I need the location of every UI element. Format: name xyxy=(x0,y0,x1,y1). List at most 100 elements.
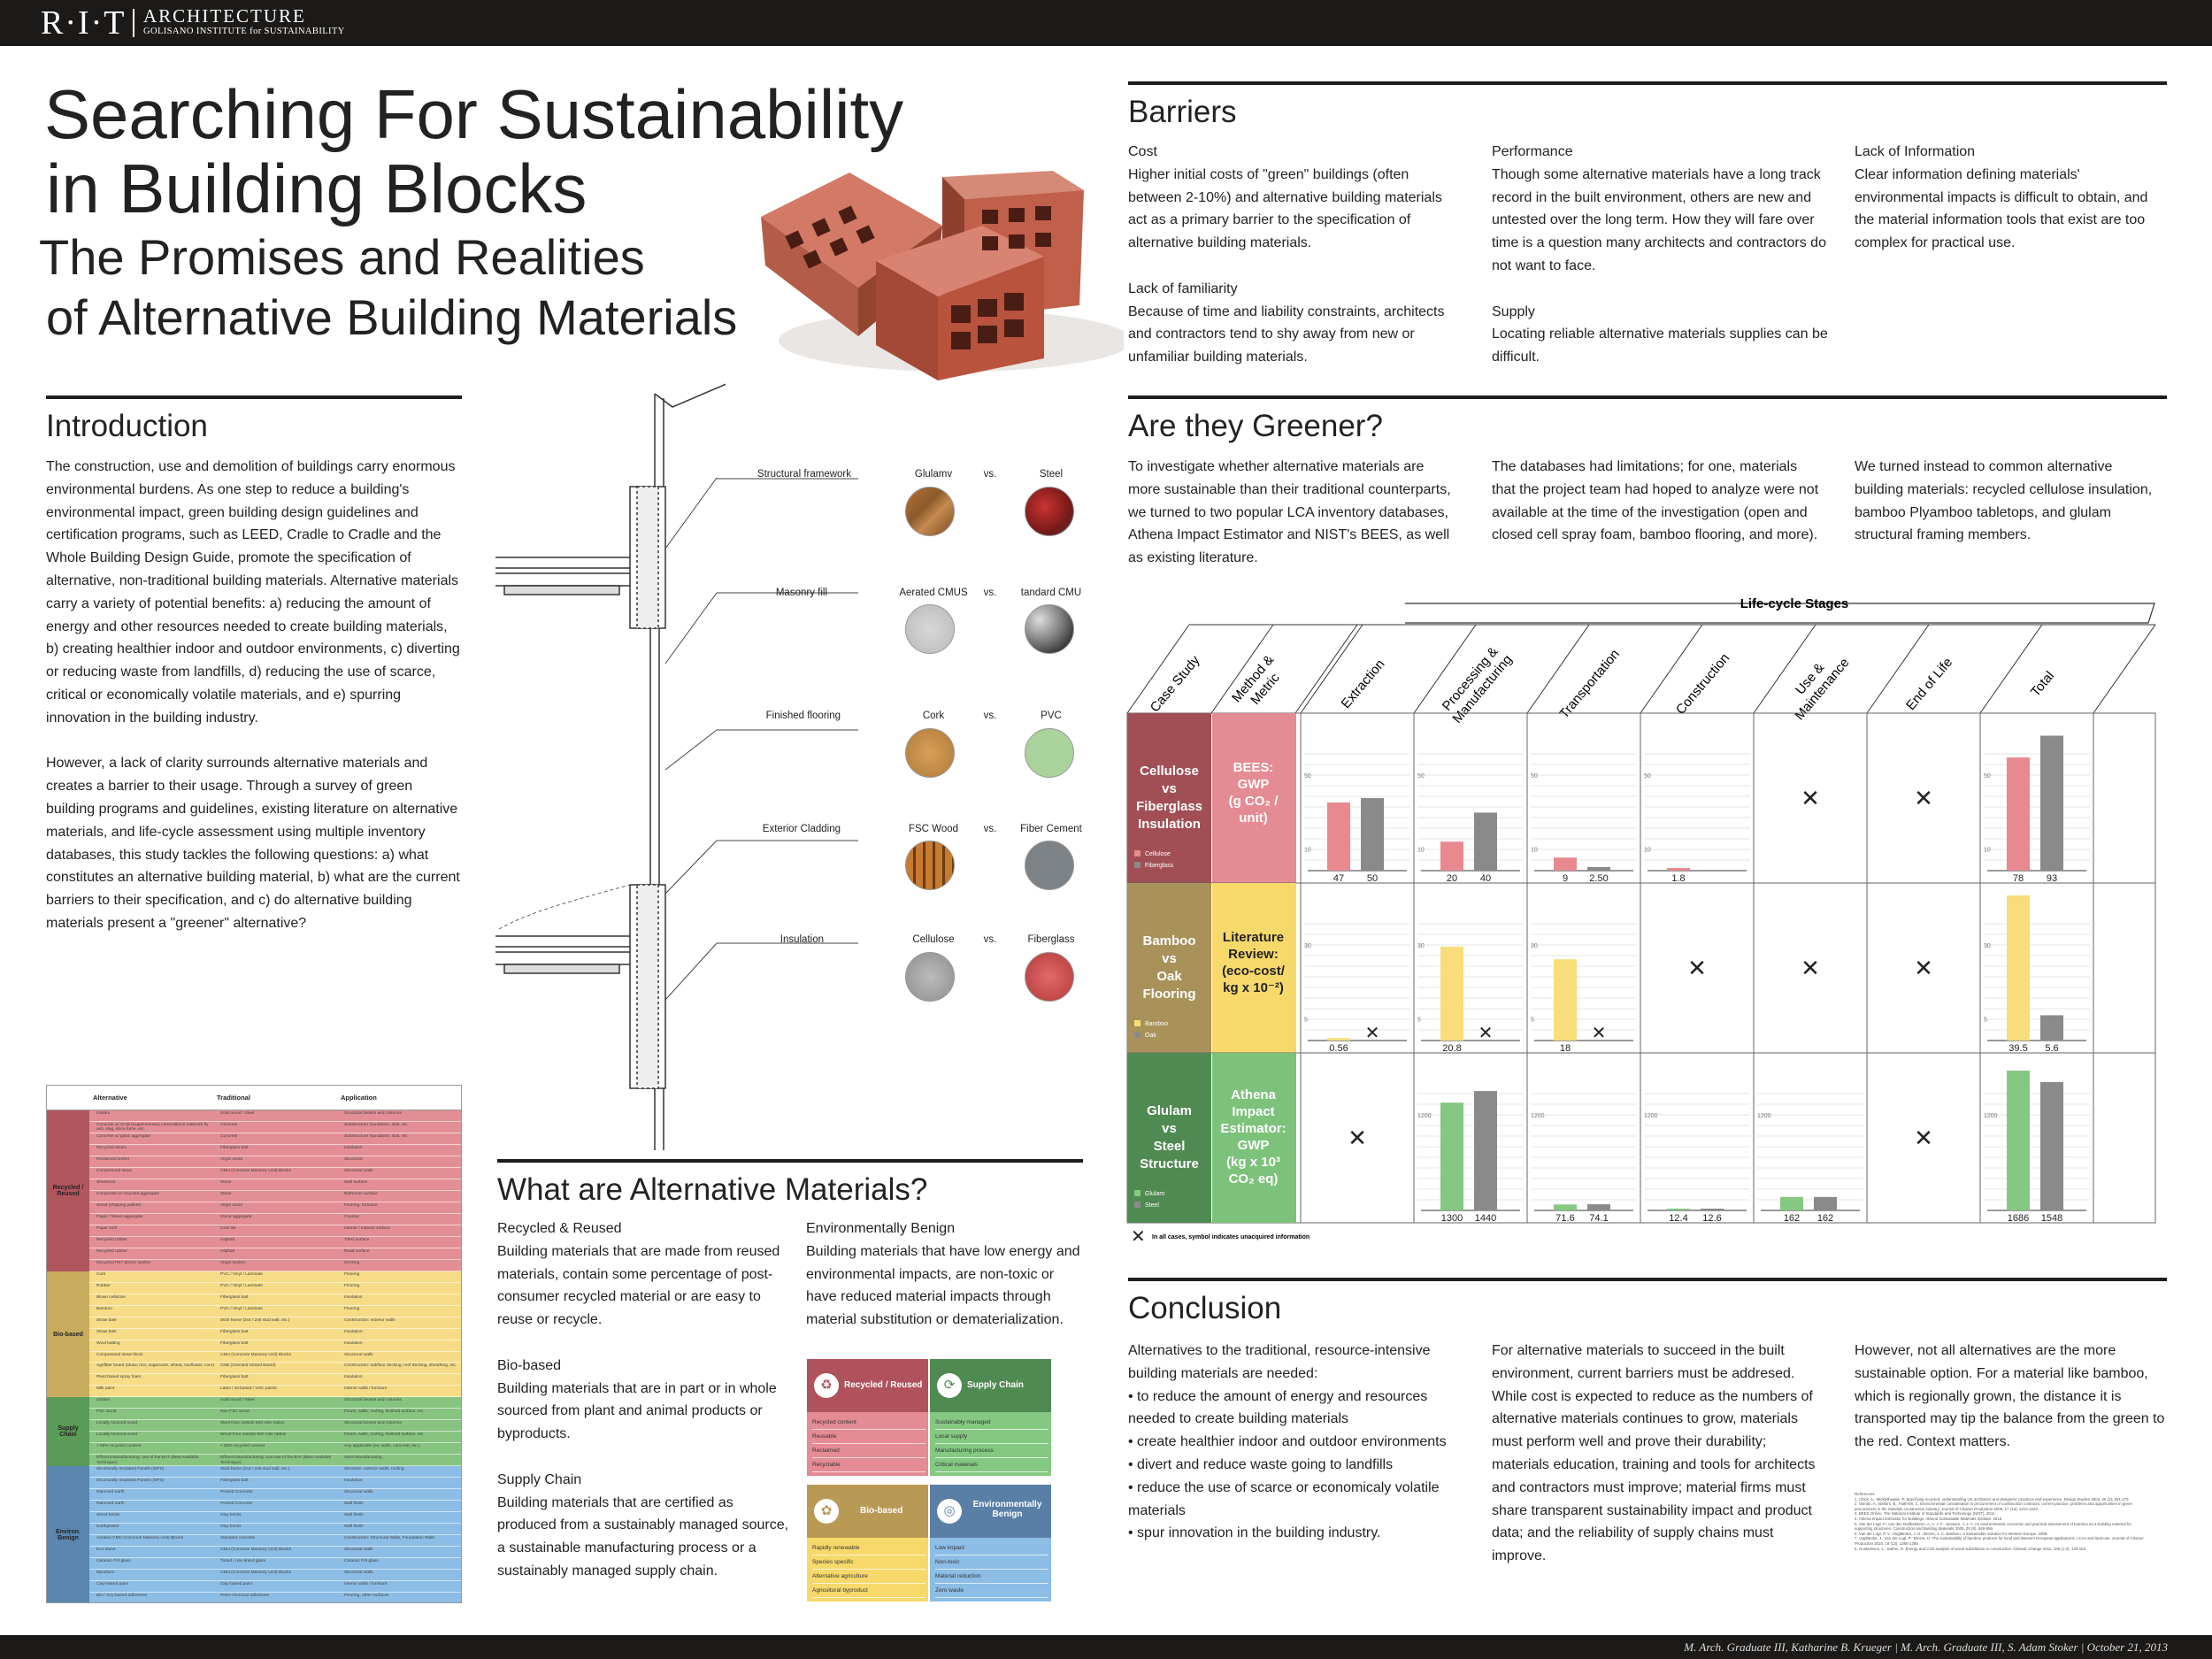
header-divider xyxy=(2093,624,2156,714)
table-cell: Insulation xyxy=(344,1340,363,1346)
bar xyxy=(1814,1196,1837,1210)
table-cell: Stick frame (2x4 / 2x6 stud wall, etc.) xyxy=(220,1467,290,1472)
altmat-left-col: Recycled & Reused Building materials tha… xyxy=(497,1217,789,1606)
sprout-icon: ✿ xyxy=(814,1499,839,1524)
unacquired-mark: ✕ xyxy=(1801,785,1820,811)
table-cell: Construction: exterior walls xyxy=(344,1317,396,1323)
method-cell xyxy=(1212,883,1296,1053)
table-cell: Tiles/ surface xyxy=(344,1237,370,1242)
subtitle-line-1: The Promises and Realities xyxy=(39,229,645,285)
standard-cmu-swatch xyxy=(1025,604,1074,654)
header-divider xyxy=(1413,624,1477,714)
barriers-col-1: Cost Higher initial costs of "green" bui… xyxy=(1128,141,1464,392)
table-cell: Steel from outside 500 mile radius xyxy=(220,1421,285,1426)
table-cell: Fiberglass batt xyxy=(220,1375,249,1380)
legend-label: Oak xyxy=(1145,1033,1156,1039)
header-divider xyxy=(1640,624,1703,714)
table-cell: Structural xyxy=(344,1156,363,1162)
table-row: Mycelium CMU (Concrete Masonry Unit) Bloc… xyxy=(89,1570,461,1582)
conclusion-col-2: For alternative materials to succeed in … xyxy=(1492,1343,1816,1564)
table-row: Clay-based paint Clay-based paint Interior… xyxy=(89,1581,461,1593)
table-cell: Tinted / non-tinted glass xyxy=(220,1559,266,1564)
method-cell xyxy=(1212,1053,1296,1223)
table-cell: Structural walls xyxy=(344,1571,373,1576)
table-cell: Cork xyxy=(96,1271,106,1277)
subtitle-line-2: of Alternative Building Materials xyxy=(46,289,738,345)
table-row: Efficient Manufacturing: use of the BAT … xyxy=(89,1455,461,1467)
conclusion-bullet: • reduce the use of scarce or economical… xyxy=(1128,1479,1440,1518)
table-cell: CMU (Concrete Masonry Unit) Blocks xyxy=(220,1548,291,1553)
reference-item: 7. Vogtländer, J.; van der Lugt, P.; Bre… xyxy=(1855,1536,2144,1546)
cat-item: Reclaimed xyxy=(812,1444,926,1458)
table-cell: Milk paint xyxy=(96,1386,115,1392)
cat-item: Reusable xyxy=(812,1430,926,1444)
familiarity-text: Because of time and liability constraint… xyxy=(1128,303,1445,365)
table-cell: Insulation xyxy=(344,1145,363,1150)
cat-eb: ◎ Environmentally Benign Low impact Non-t… xyxy=(930,1485,1051,1601)
table-row: Reclaimed timber Virgin wood Structural xyxy=(89,1156,461,1168)
conclusion-bullet: • spur innovation in the building indust… xyxy=(1128,1525,1381,1541)
diagram-vs: vs. xyxy=(983,588,997,598)
table-row: Aerated CMU (Concrete Masonry Unit) Bloc… xyxy=(89,1535,461,1548)
table-group-name: Environ. Benign xyxy=(55,1529,81,1542)
table-cell: Latex / oil-based / VOC paints xyxy=(220,1386,277,1392)
eb-text: Building materials that have low energy … xyxy=(806,1243,1080,1328)
legend-label: Bamboo xyxy=(1145,1021,1168,1027)
case-study-label: Glulam vs Steel Structure xyxy=(1140,1103,1199,1171)
table-cell: Substructure foundation, slab, etc. xyxy=(344,1122,409,1127)
bar xyxy=(2040,735,2063,871)
bar-value-label: 162 xyxy=(1817,1213,1833,1224)
table-cell: Fiberglass batt xyxy=(220,1479,249,1484)
conclusion-col-3: However, not all alternatives are the mo… xyxy=(1855,1343,2165,1450)
table-cell: Fiberglass batt xyxy=(220,1294,249,1300)
table-cell: Composite w/ recycled aggregate xyxy=(96,1191,160,1196)
conclusion-heading: Conclusion xyxy=(1128,1291,1282,1325)
table-cell: PVC / Vinyl / Laminate xyxy=(220,1271,263,1277)
table-row: Locally sourced wood Steel from outside 5… xyxy=(89,1420,461,1432)
cat-items: Sustainably managed Local supply Manufactu… xyxy=(935,1416,1048,1472)
table-cell: Interior / exterior surface xyxy=(344,1225,390,1231)
cat-item: Agricultural byproduct xyxy=(812,1584,926,1598)
method-cell xyxy=(1212,713,1296,883)
stage-header: Construction xyxy=(1673,650,1732,717)
stage-header: Method &Metric xyxy=(1229,652,1289,716)
conclusion-bullet: • divert and reduce waste going to landf… xyxy=(1128,1456,1394,1472)
axis-tick: 10 xyxy=(1417,848,1425,854)
wall-section-diagram xyxy=(495,383,726,1150)
diagram-trad: PVC xyxy=(1041,710,1062,721)
bar xyxy=(1554,857,1577,871)
eb-heading: Environmentally Benign xyxy=(806,1221,956,1236)
table-header: Alternative Traditional Application xyxy=(47,1086,461,1110)
table-cell: Bamboo xyxy=(96,1306,112,1311)
table-cell: Fiberglass batt xyxy=(220,1340,249,1346)
bar xyxy=(1701,1209,1724,1210)
cat-item: Sustainably managed xyxy=(935,1416,1048,1430)
supply-heading: Supply xyxy=(1492,303,1535,319)
header-divider xyxy=(1210,624,1274,714)
diagram-label: Insulation xyxy=(780,934,824,945)
table-cell: Concrete w/ glass aggregate xyxy=(96,1133,151,1139)
bar xyxy=(1361,798,1384,871)
table-row: Rubber PVC / Vinyl / Laminate Flooring xyxy=(89,1282,461,1294)
table-cell: Sheetrock xyxy=(96,1179,116,1185)
bar xyxy=(1780,1196,1803,1210)
table-cell: Plant based spray foam xyxy=(96,1375,142,1380)
table-cell: Efficient Manufacturing: use of the BAT … xyxy=(96,1455,199,1465)
method-label: Literature Review: (eco-cost/kg x 10⁻²) xyxy=(1222,930,1286,995)
table-cell: Interior walls / furniture xyxy=(344,1386,388,1392)
stage-header: Use &Maintenance xyxy=(1780,645,1853,723)
dept-name: ARCHITECTURE xyxy=(143,5,306,27)
table-cell: Road surface xyxy=(344,1248,370,1254)
cat-item: Rapidly renewable xyxy=(812,1541,926,1555)
table-row: Ceramic Frit glass Tinted / non-tinted gl… xyxy=(89,1558,461,1571)
table-cell: Structural beams and columns xyxy=(344,1111,402,1116)
table-cell: Rammed earth xyxy=(96,1502,125,1507)
bar-value-label: 1300 xyxy=(1441,1213,1463,1224)
table-cell: Locally sourced wood xyxy=(96,1432,138,1438)
cat-items: Recycled content Reusable Reclaimed Recycla… xyxy=(812,1416,926,1472)
table-cell: Substructure foundation, slab, etc. xyxy=(344,1133,409,1139)
axis-tick: 5 xyxy=(1531,1018,1534,1024)
table-row: Concrete w/ glass aggregate Concrete Subst… xyxy=(89,1133,461,1145)
performance-heading: Performance xyxy=(1492,144,1573,159)
leaf-icon: ⟳ xyxy=(937,1373,962,1398)
